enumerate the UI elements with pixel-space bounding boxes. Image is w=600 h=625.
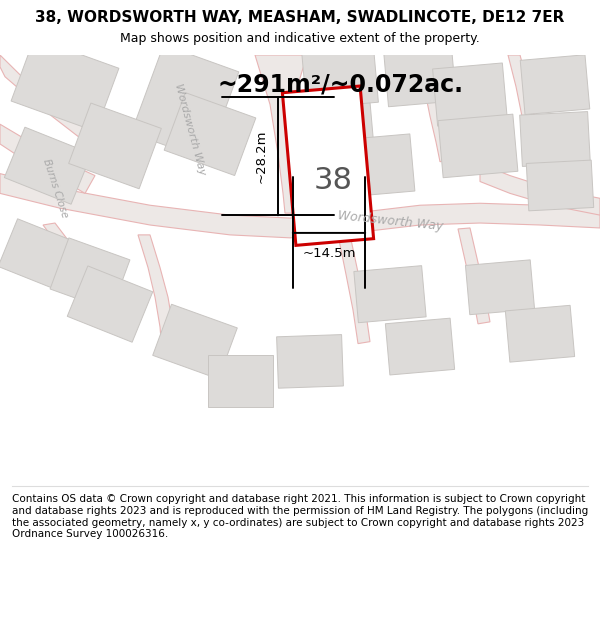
Text: Contains OS data © Crown copyright and database right 2021. This information is : Contains OS data © Crown copyright and d… xyxy=(12,494,588,539)
Polygon shape xyxy=(138,235,175,351)
Polygon shape xyxy=(338,235,370,344)
Bar xyxy=(68,103,161,189)
Polygon shape xyxy=(508,55,538,146)
Bar xyxy=(520,55,590,114)
Text: 38, WORDSWORTH WAY, MEASHAM, SWADLINCOTE, DE12 7ER: 38, WORDSWORTH WAY, MEASHAM, SWADLINCOTE… xyxy=(35,10,565,25)
Polygon shape xyxy=(0,124,95,193)
Polygon shape xyxy=(255,55,307,213)
Bar xyxy=(4,127,92,204)
Bar xyxy=(302,45,379,108)
Bar xyxy=(520,112,590,166)
Bar xyxy=(0,219,78,291)
Bar xyxy=(50,238,130,311)
Bar xyxy=(384,47,456,107)
Polygon shape xyxy=(43,223,98,300)
Bar xyxy=(466,260,535,314)
Bar xyxy=(385,318,455,375)
Text: ~28.2m: ~28.2m xyxy=(255,129,268,183)
Bar xyxy=(438,114,518,178)
Bar xyxy=(131,45,239,160)
Bar xyxy=(208,356,272,407)
Bar xyxy=(433,63,508,126)
Polygon shape xyxy=(0,55,100,144)
Polygon shape xyxy=(416,55,452,162)
Bar xyxy=(277,334,343,388)
Bar xyxy=(153,304,237,379)
Text: ~14.5m: ~14.5m xyxy=(302,247,356,260)
Polygon shape xyxy=(480,164,600,215)
Bar xyxy=(11,38,119,131)
Polygon shape xyxy=(458,228,490,324)
Text: Wordsworth Way: Wordsworth Way xyxy=(173,82,207,176)
Bar xyxy=(67,266,153,342)
Text: Wordsworth Way: Wordsworth Way xyxy=(337,209,443,233)
Polygon shape xyxy=(0,174,600,238)
Bar xyxy=(505,306,575,362)
Bar xyxy=(283,86,374,246)
Bar xyxy=(335,134,415,198)
Bar xyxy=(164,92,256,176)
Text: ~291m²/~0.072ac.: ~291m²/~0.072ac. xyxy=(217,72,463,97)
Text: 38: 38 xyxy=(314,166,353,195)
Bar xyxy=(302,98,374,155)
Text: Map shows position and indicative extent of the property.: Map shows position and indicative extent… xyxy=(120,32,480,45)
Text: Burns Close: Burns Close xyxy=(41,158,69,219)
Bar xyxy=(354,266,426,322)
Bar xyxy=(526,160,594,211)
